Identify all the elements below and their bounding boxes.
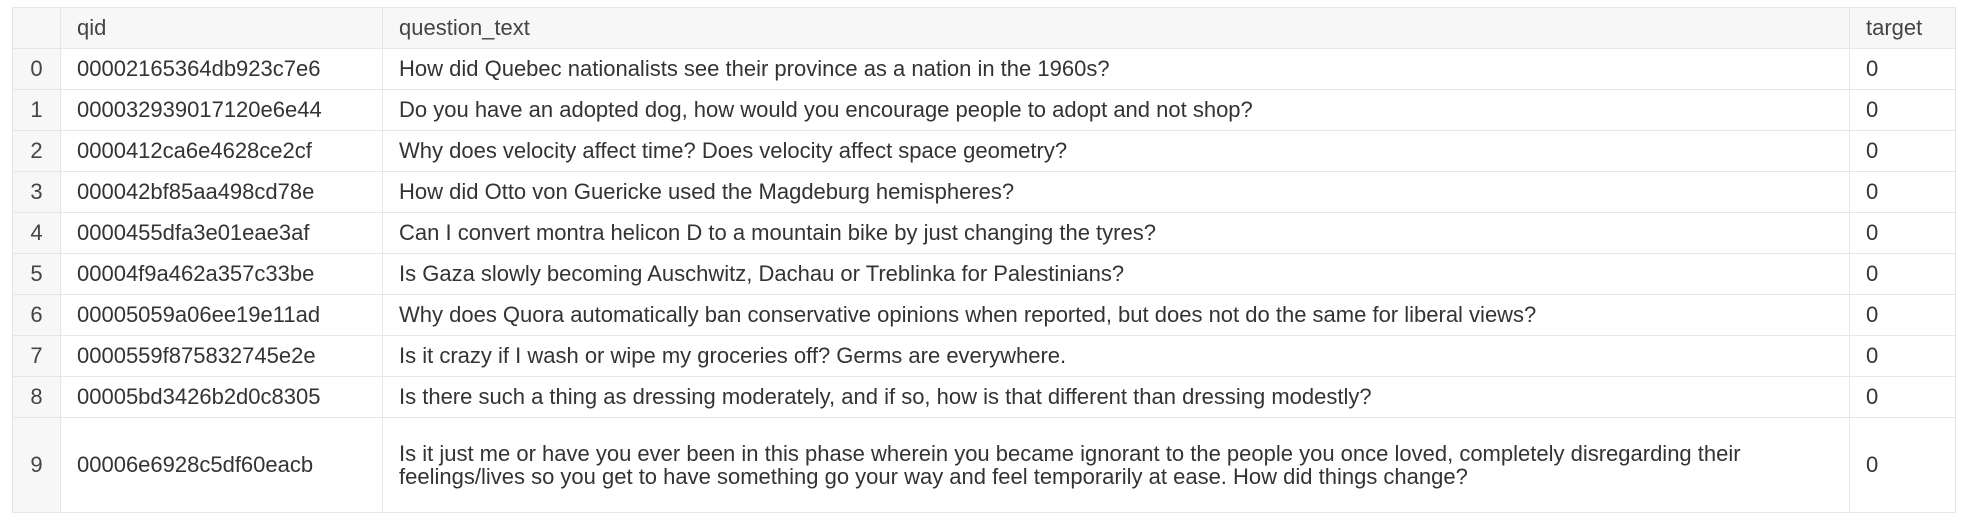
qid-cell: 00005059a06ee19e11ad (60, 294, 383, 336)
question-text-cell: How did Otto von Guericke used the Magde… (382, 171, 1850, 213)
question-text-column-header: question_text (382, 7, 1850, 49)
table-row: 3 000042bf85aa498cd78e How did Otto von … (12, 171, 1956, 213)
target-cell: 0 (1849, 212, 1956, 254)
qid-cell: 000032939017120e6e44 (60, 89, 383, 131)
table-row: 4 0000455dfa3e01eae3af Can I convert mon… (12, 212, 1956, 254)
row-index: 6 (12, 294, 61, 336)
question-text-cell: How did Quebec nationalists see their pr… (382, 48, 1850, 90)
table-row: 6 00005059a06ee19e11ad Why does Quora au… (12, 294, 1956, 336)
target-cell: 0 (1849, 335, 1956, 377)
row-index: 7 (12, 335, 61, 377)
table-row: 8 00005bd3426b2d0c8305 Is there such a t… (12, 376, 1956, 418)
qid-cell: 00002165364db923c7e6 (60, 48, 383, 90)
table-header: qid question_text target (12, 7, 1956, 49)
target-cell: 0 (1849, 376, 1956, 418)
question-text-cell: Is there such a thing as dressing modera… (382, 376, 1850, 418)
row-index: 8 (12, 376, 61, 418)
target-cell: 0 (1849, 171, 1956, 213)
target-cell: 0 (1849, 48, 1956, 90)
question-text-cell: Do you have an adopted dog, how would yo… (382, 89, 1850, 131)
qid-cell: 0000455dfa3e01eae3af (60, 212, 383, 254)
table-body: 0 00002165364db923c7e6 How did Quebec na… (12, 48, 1956, 513)
target-cell: 0 (1849, 130, 1956, 172)
table-row: 7 0000559f875832745e2e Is it crazy if I … (12, 335, 1956, 377)
qid-cell: 00005bd3426b2d0c8305 (60, 376, 383, 418)
header-row: qid question_text target (12, 7, 1956, 49)
table-row: 1 000032939017120e6e44 Do you have an ad… (12, 89, 1956, 131)
question-text-cell: Is it crazy if I wash or wipe my groceri… (382, 335, 1850, 377)
target-cell: 0 (1849, 89, 1956, 131)
qid-cell: 00004f9a462a357c33be (60, 253, 383, 295)
table-row: 2 0000412ca6e4628ce2cf Why does velocity… (12, 130, 1956, 172)
row-index: 1 (12, 89, 61, 131)
target-cell: 0 (1849, 417, 1956, 513)
row-index: 4 (12, 212, 61, 254)
target-cell: 0 (1849, 294, 1956, 336)
qid-column-header: qid (60, 7, 383, 49)
question-text-cell: Is Gaza slowly becoming Auschwitz, Dacha… (382, 253, 1850, 295)
qid-cell: 000042bf85aa498cd78e (60, 171, 383, 213)
row-index: 3 (12, 171, 61, 213)
qid-cell: 00006e6928c5df60eacb (60, 417, 383, 513)
row-index: 2 (12, 130, 61, 172)
row-index: 0 (12, 48, 61, 90)
question-text-cell: Is it just me or have you ever been in t… (382, 417, 1850, 513)
question-text-cell: Can I convert montra helicon D to a moun… (382, 212, 1850, 254)
target-column-header: target (1849, 7, 1956, 49)
table-row: 5 00004f9a462a357c33be Is Gaza slowly be… (12, 253, 1956, 295)
table-row: 9 00006e6928c5df60eacb Is it just me or … (12, 417, 1956, 513)
row-index: 9 (12, 417, 61, 513)
question-text-cell: Why does Quora automatically ban conserv… (382, 294, 1850, 336)
qid-cell: 0000412ca6e4628ce2cf (60, 130, 383, 172)
dataframe-table: qid question_text target 0 00002165364db… (12, 7, 1956, 513)
qid-cell: 0000559f875832745e2e (60, 335, 383, 377)
index-column-header (12, 7, 61, 49)
question-text-cell: Why does velocity affect time? Does velo… (382, 130, 1850, 172)
dataframe-table-container: qid question_text target 0 00002165364db… (12, 7, 1956, 513)
table-row: 0 00002165364db923c7e6 How did Quebec na… (12, 48, 1956, 90)
row-index: 5 (12, 253, 61, 295)
target-cell: 0 (1849, 253, 1956, 295)
